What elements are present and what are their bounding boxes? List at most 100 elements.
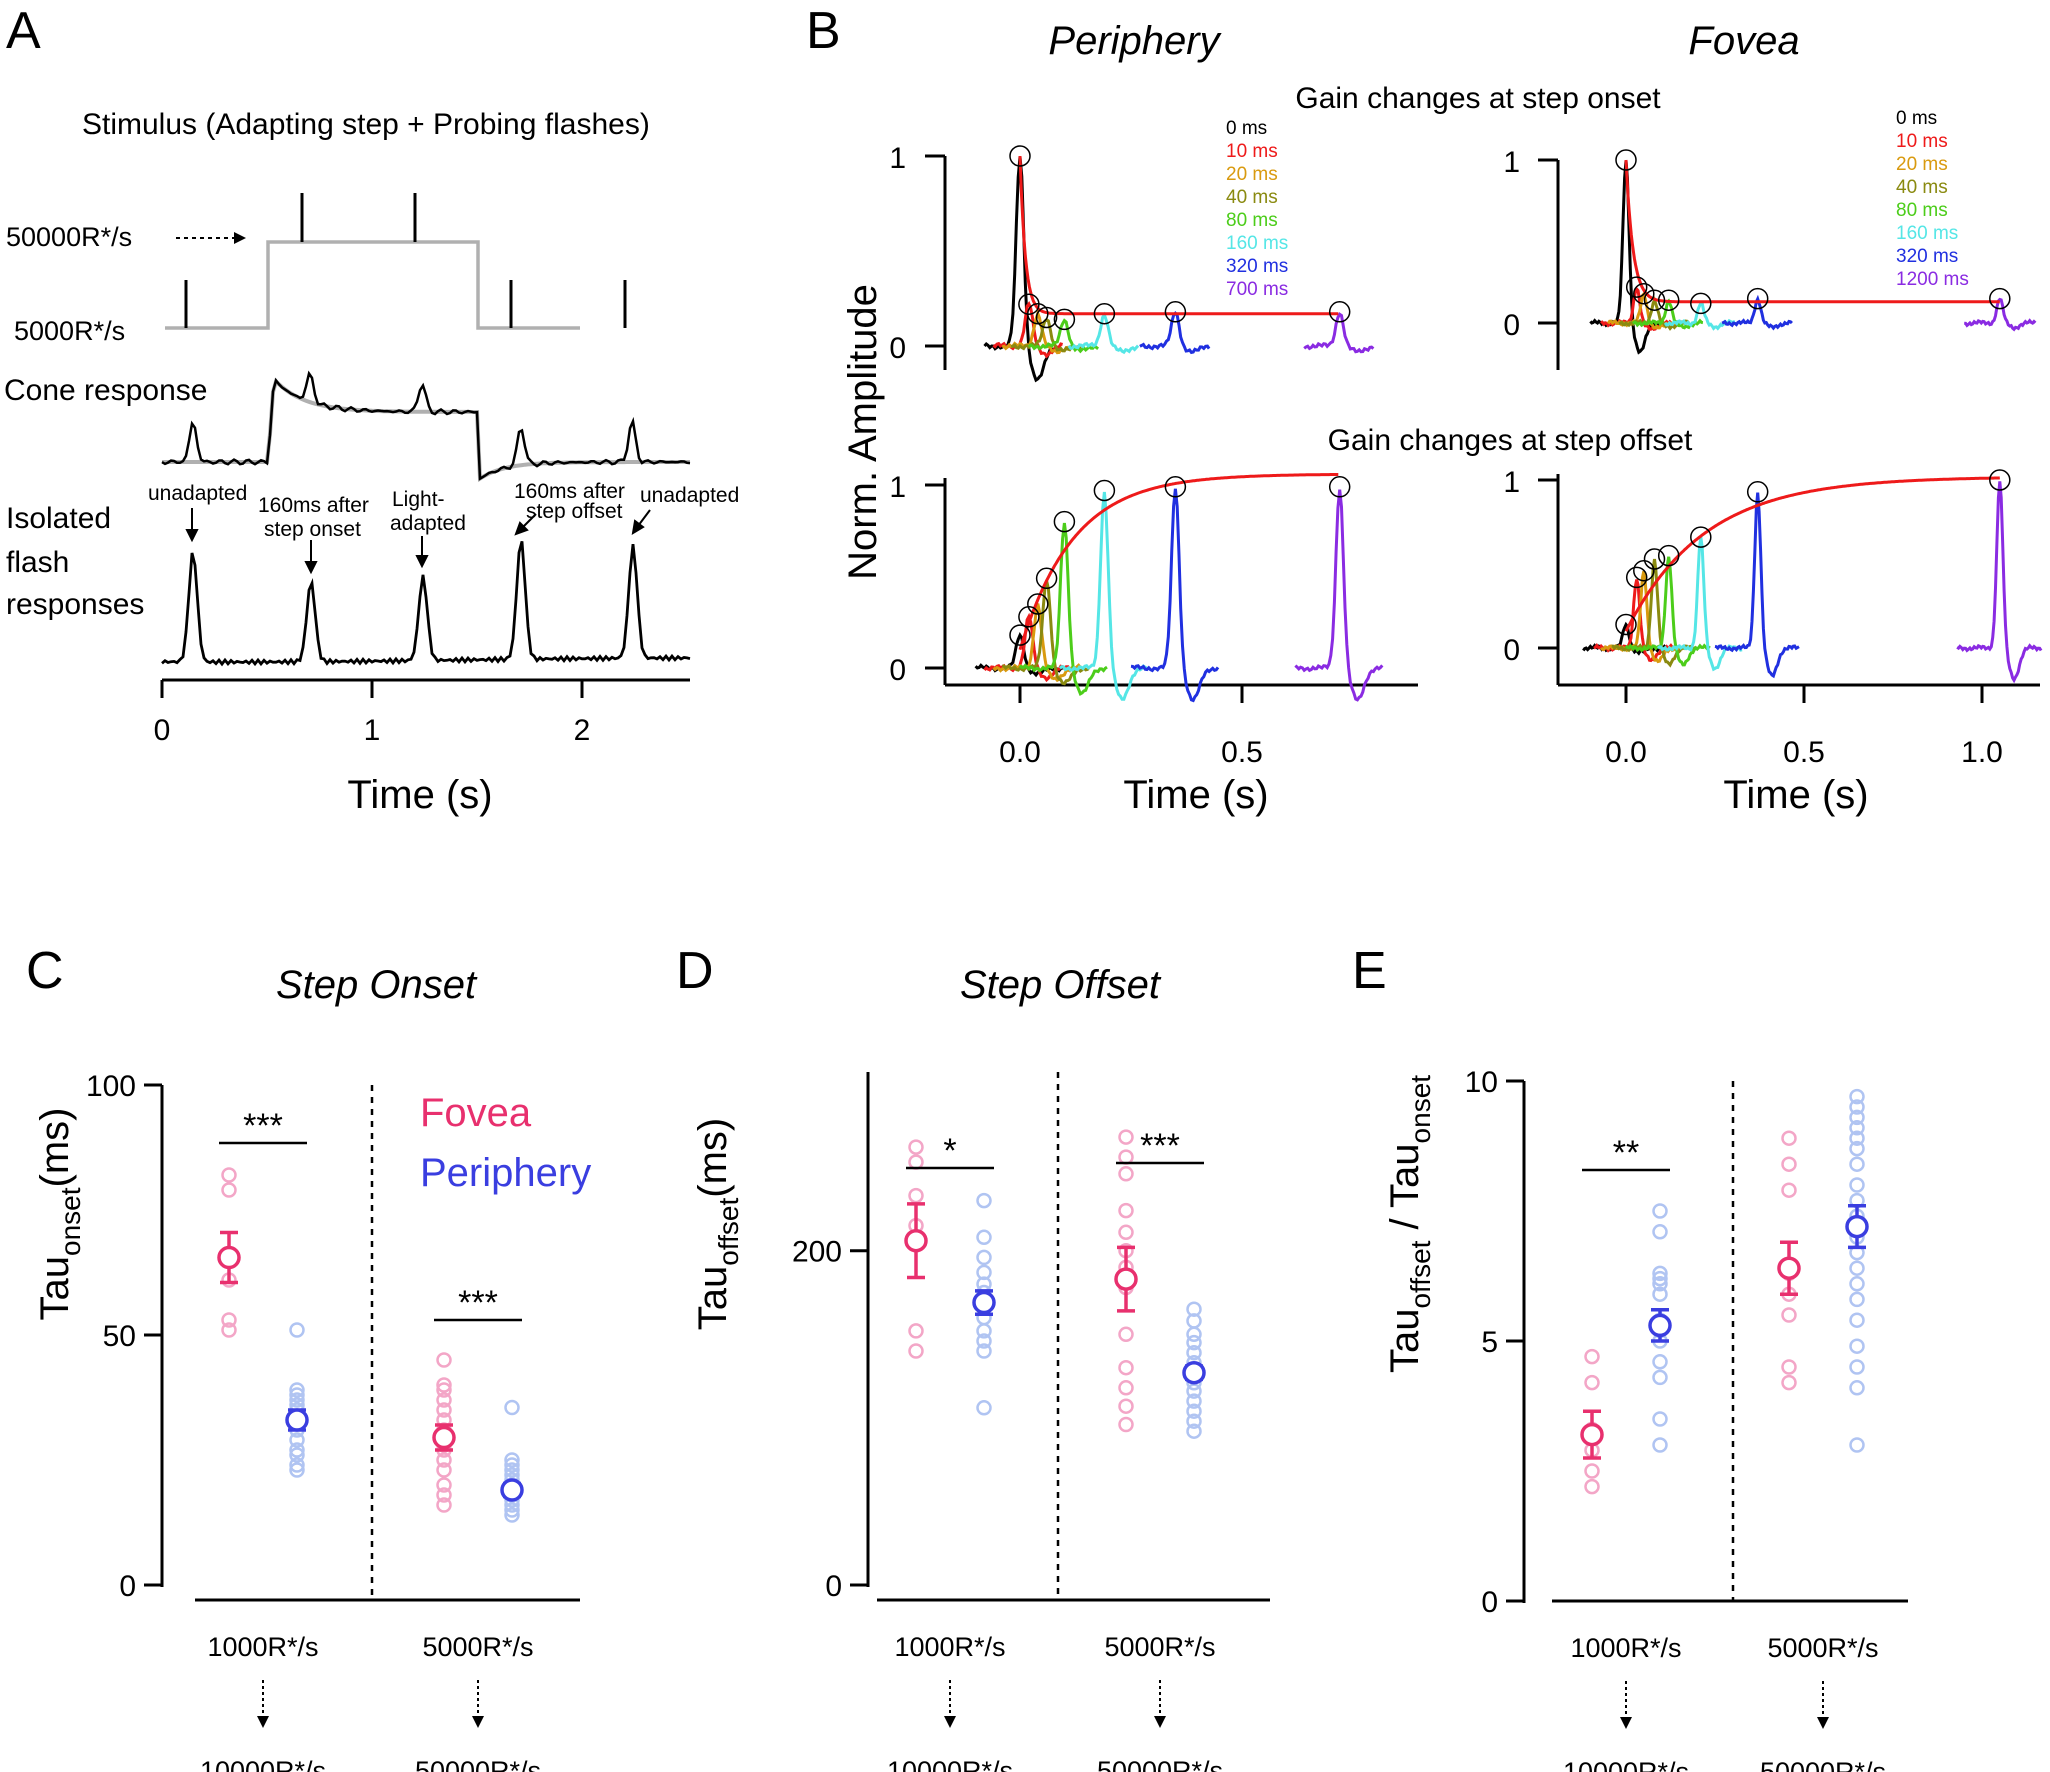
panel-e-g1-periphery-point-19: [1849, 1437, 1865, 1453]
panel-d-g0-fovea-point-2: [908, 1187, 924, 1204]
ff-trace-4: [1624, 556, 1711, 667]
ff-xtick-0: 0.0: [1605, 736, 1647, 769]
fo-trace-7: [1964, 297, 2037, 332]
pf-ytick-0: 0: [889, 654, 906, 687]
ff-xtick-2: 1.0: [1961, 736, 2003, 769]
po-trace-5: [1067, 311, 1140, 355]
ff-trace-7: [1956, 481, 2043, 684]
panel-d-g1-sig-stars: ***: [1140, 1127, 1180, 1165]
panel-c-ytick-label-1: 50: [103, 1320, 136, 1353]
panel-e-g0-periphery-point-4: [1652, 1276, 1668, 1292]
panel-c-g0-periphery-point-3: [289, 1392, 305, 1408]
fovea-legend-0: 0 ms: [1896, 108, 1937, 129]
panel-c-g1-fovea-point-12: [436, 1487, 452, 1503]
panel-c-g1-fovea-point-4: [436, 1402, 452, 1418]
panel-e-g1-periphery-point-3: [1849, 1120, 1865, 1136]
panel-e-g0-periphery-point-5: [1652, 1286, 1668, 1302]
panel-c-g0-periphery-point-10: [289, 1447, 305, 1463]
pf-peak-marker-5: [1093, 479, 1116, 502]
isolated-label-1: Isolated: [6, 502, 111, 535]
panel-e-g0-periphery-point-0: [1652, 1203, 1668, 1219]
panel-d-g1-periphery-point-8: [1186, 1383, 1202, 1399]
panel-c-g1-fovea-mean: [432, 1425, 456, 1450]
panel-e-g0-arrow-head: [1620, 1717, 1632, 1729]
ff-ytick-0: 0: [1503, 634, 1520, 667]
panel-c-g0-periphery-point-12: [289, 1462, 305, 1478]
panel-d-ytick-label-1: 200: [792, 1236, 842, 1269]
fo-peak-marker-3: [1643, 289, 1666, 311]
panel-e-g1-periphery-point-13: [1849, 1276, 1865, 1292]
panel-d-g0-periphery-point-1: [976, 1229, 992, 1246]
fovea-offset-axes: [1538, 474, 2040, 703]
panel-c-ytick-label-2: 100: [86, 1070, 136, 1103]
pf-peak-marker-4: [1053, 510, 1076, 533]
panel-d-g1-fovea-mean: [1114, 1267, 1138, 1291]
panel-c-g0-arrow-head: [257, 1716, 269, 1728]
fovea-legend-4: 80 ms: [1896, 200, 1948, 221]
panel-d-y-label: Tauoffset(ms): [691, 1118, 744, 1330]
periphery-x-label: Time (s): [1123, 773, 1268, 817]
panel-d-g0-arrow-head: [944, 1716, 956, 1728]
ff-ytick-1: 1: [1503, 466, 1520, 499]
panel-e-g0-periphery-point-2: [1652, 1265, 1668, 1282]
panel-e-ytick-label-0: 0: [1481, 1586, 1498, 1619]
panel-e-g1-periphery-point-15: [1849, 1312, 1865, 1328]
po-peak-marker-5: [1093, 302, 1116, 325]
panel-d-g1-periphery-point-10: [1186, 1403, 1202, 1419]
panel-c-g0-periphery-point-9: [289, 1442, 305, 1458]
annot-light-1: Light-: [392, 488, 445, 511]
panel-e-g1-from-label: 5000R*/s: [1767, 1633, 1878, 1663]
panel-e-g1-fovea-point-1: [1781, 1156, 1797, 1172]
isolated-label-3: responses: [6, 588, 144, 621]
fovea-legend-7: 1200 ms: [1896, 269, 1969, 290]
po-peak-marker-4: [1053, 308, 1076, 331]
po-ytick-1: 1: [889, 142, 906, 175]
pf-peak-marker-7: [1328, 476, 1351, 498]
panel-e-g0-periphery-point-3: [1652, 1270, 1668, 1287]
panel-d-g1-fovea-point-4: [1118, 1224, 1134, 1241]
panel-a-x-label: Time (s): [347, 773, 492, 817]
panel-c-g0-periphery-point-1: [289, 1382, 305, 1398]
panel-e-g0-from-label: 1000R*/s: [1570, 1633, 1681, 1663]
panel-a: A Stimulus (Adapting step + Probing flas…: [4, 2, 739, 817]
fo-peak-marker-1: [1625, 276, 1648, 298]
panel-c-g1-fovea-point-1: [436, 1377, 452, 1393]
panel-e-g0-periphery-point-10: [1652, 1369, 1668, 1386]
po-peak-marker-0: [1009, 145, 1031, 167]
periphery-legend-2: 20 ms: [1226, 164, 1278, 185]
po-trace-6: [1139, 311, 1211, 355]
panel-d-g1-arrow-head: [1154, 1716, 1166, 1728]
panel-d-g1-periphery-point-12: [1186, 1423, 1202, 1439]
annotation-arrows: [185, 508, 651, 575]
panel-e-g1-fovea-mean: [1777, 1256, 1801, 1280]
po-trace-4: [1027, 318, 1100, 354]
annot-onset-1: 160ms after: [258, 494, 369, 517]
panel-d-g1-fovea-point-0: [1118, 1129, 1134, 1145]
panel-e-label: E: [1352, 942, 1387, 1000]
panel-d-g1-periphery-point-4: [1186, 1344, 1202, 1361]
panel-e-g1-periphery-mean: [1845, 1214, 1869, 1239]
isolated-flash-trace: [161, 540, 691, 667]
annot-offset-1: 160ms after: [514, 480, 625, 503]
pf-peak-marker-0: [1009, 624, 1031, 646]
panel-d-g1-periphery-point-9: [1186, 1393, 1202, 1409]
periphery-title: Periphery: [1048, 19, 1222, 63]
po-ytick-0: 0: [889, 332, 906, 365]
panel-e-g0-to-label: 10000R*/s: [1563, 1757, 1689, 1772]
level-arrow-head: [234, 232, 246, 244]
panel-d-g1-fovea-point-10: [1118, 1380, 1134, 1396]
panel-d-ytick-label-0: 0: [825, 1570, 842, 1603]
ff-peak-marker-7: [1989, 469, 2011, 491]
panel-d-g0-periphery-point-11: [976, 1343, 992, 1359]
panel-e-g0-fovea-point-0: [1584, 1348, 1600, 1365]
panel-b: B Periphery Fovea Gain changes at step o…: [806, 2, 2043, 817]
pf-peak-marker-3: [1035, 567, 1058, 590]
po-peak-marker-2: [1027, 302, 1049, 325]
po-peak-marker-7: [1328, 301, 1351, 323]
panel-d-g0-to-label: 10000R*/s: [887, 1756, 1013, 1772]
fo-peak-marker-7: [1989, 287, 2011, 310]
panel-a-label: A: [6, 2, 41, 60]
annot-onset-2: step onset: [264, 518, 361, 541]
panel-c-label: C: [26, 942, 64, 1000]
panel-d-g0-fovea-point-5: [908, 1343, 924, 1359]
